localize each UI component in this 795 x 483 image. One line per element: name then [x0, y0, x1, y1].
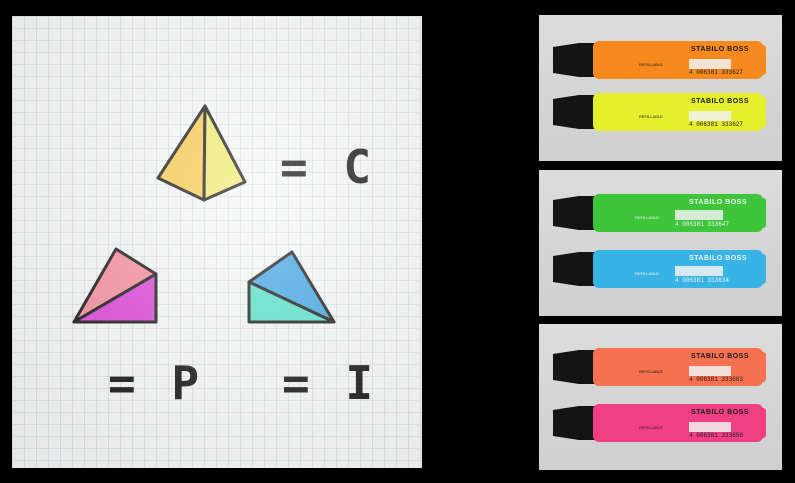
highlighter-blue: STABILO BOSS REFILLABLE 4 006381 333634: [539, 244, 782, 292]
marker-refillable: REFILLABLE: [639, 62, 663, 67]
highlighter-pink: STABILO BOSS REFILLABLE 4 006381 333658: [539, 398, 782, 446]
label-i: = I: [282, 356, 378, 410]
graph-paper-board: = C = P = I: [12, 16, 422, 468]
marker-brand: STABILO BOSS: [689, 255, 747, 262]
label-c: = C: [280, 140, 376, 194]
marker-refillable: REFILLABLE: [639, 369, 663, 374]
marker-brand: STABILO BOSS: [691, 46, 749, 53]
marker-refillable: REFILLABLE: [635, 271, 659, 276]
highlighter-coral: STABILO BOSS REFILLABLE 4 006381 333603: [539, 342, 782, 390]
barcode-number: 4 006381 333603: [689, 376, 744, 383]
marker-photo-panel-1: STABILO BOSS REFILLABLE 4 006381 333627 …: [539, 15, 782, 161]
marker-brand: STABILO BOSS: [689, 199, 747, 206]
marker-brand: STABILO BOSS: [691, 98, 749, 105]
barcode-number: 4 006381 333658: [689, 432, 744, 439]
barcode-number: 4 006381 333647: [675, 221, 730, 228]
marker-photo-panel-2: STABILO BOSS REFILLABLE 4 006381 333647 …: [539, 170, 782, 316]
marker-brand: STABILO BOSS: [691, 353, 749, 360]
pyramid-drawing: [156, 104, 247, 202]
marker-brand: STABILO BOSS: [691, 409, 749, 416]
barcode-number: 4 006381 333627: [689, 69, 744, 76]
blue-shape-drawing: [247, 250, 336, 324]
highlighter-yellow: STABILO BOSS REFILLABLE 4 006381 333627: [539, 87, 782, 135]
pink-shape-drawing: [72, 247, 158, 324]
highlighter-green: STABILO BOSS REFILLABLE 4 006381 333647: [539, 188, 782, 236]
barcode-number: 4 006381 333634: [675, 277, 730, 284]
marker-refillable: REFILLABLE: [639, 114, 663, 119]
label-p: = P: [108, 356, 204, 410]
barcode-number: 4 006381 333627: [689, 121, 744, 128]
marker-photo-panel-3: STABILO BOSS REFILLABLE 4 006381 333603 …: [539, 324, 782, 470]
marker-refillable: REFILLABLE: [635, 215, 659, 220]
marker-refillable: REFILLABLE: [639, 425, 663, 430]
highlighter-orange: STABILO BOSS REFILLABLE 4 006381 333627: [539, 35, 782, 83]
